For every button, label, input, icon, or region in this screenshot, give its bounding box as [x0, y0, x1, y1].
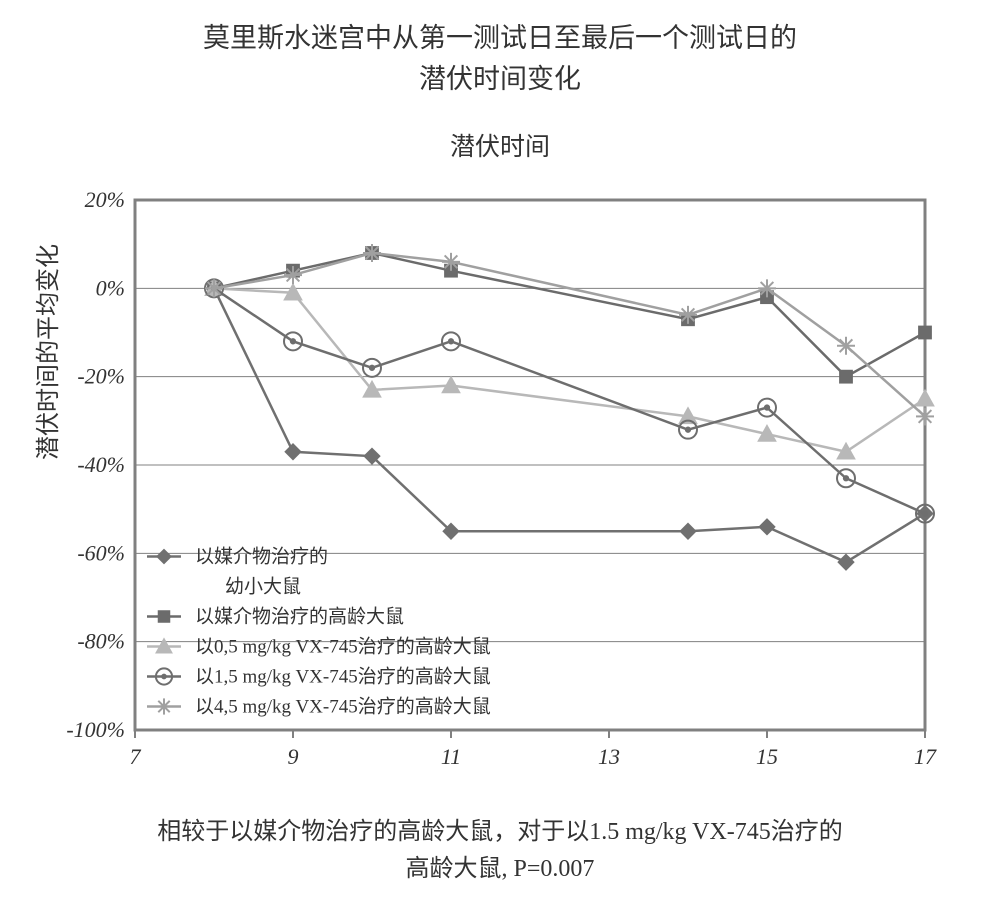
chart-area: -100% -80% -60% -40% -20% 0% 20% 7 9 11 13 15 17 以媒介物…: [60, 190, 940, 780]
svg-text:20%: 20%: [85, 190, 125, 212]
footer-line1: 相较于以媒介物治疗的高龄大鼠，对于以1.5 mg/kg VX-745治疗的: [157, 819, 843, 845]
svg-text:-100%: -100%: [66, 717, 125, 742]
svg-text:以0,5 mg/kg VX-745治疗的高龄大鼠: 以0,5 mg/kg VX-745治疗的高龄大鼠: [195, 636, 491, 658]
main-title-line2: 潜伏时间变化: [419, 64, 581, 94]
footer-line2: 高龄大鼠, P=0.007: [406, 856, 595, 882]
svg-text:11: 11: [441, 744, 461, 769]
svg-text:0%: 0%: [96, 275, 125, 300]
svg-text:以媒介物治疗的高龄大鼠: 以媒介物治疗的高龄大鼠: [195, 606, 404, 628]
figure-container: 莫里斯水迷宫中从第一测试日至最后一个测试日的 潜伏时间变化 潜伏时间 潜伏时间的…: [0, 0, 1000, 910]
svg-text:-60%: -60%: [77, 540, 125, 565]
svg-text:-20%: -20%: [77, 364, 125, 389]
chart-subtitle: 潜伏时间: [0, 127, 1000, 163]
svg-text:以1,5 mg/kg VX-745治疗的高龄大鼠: 以1,5 mg/kg VX-745治疗的高龄大鼠: [195, 666, 491, 688]
svg-text:以媒介物治疗的: 以媒介物治疗的: [195, 546, 328, 568]
svg-text:幼小大鼠: 幼小大鼠: [225, 576, 301, 598]
svg-text:-80%: -80%: [77, 629, 125, 654]
svg-text:以4,5 mg/kg VX-745治疗的高龄大鼠: 以4,5 mg/kg VX-745治疗的高龄大鼠: [195, 696, 491, 718]
svg-text:-40%: -40%: [77, 452, 125, 477]
main-title: 莫里斯水迷宫中从第一测试日至最后一个测试日的 潜伏时间变化: [0, 0, 1000, 99]
svg-text:17: 17: [914, 744, 937, 769]
main-title-line1: 莫里斯水迷宫中从第一测试日至最后一个测试日的: [203, 23, 797, 53]
svg-text:7: 7: [130, 744, 142, 769]
svg-text:13: 13: [598, 744, 620, 769]
svg-text:9: 9: [288, 744, 299, 769]
line-chart-svg: -100% -80% -60% -40% -20% 0% 20% 7 9 11 13 15 17 以媒介物…: [60, 190, 940, 780]
y-axis-label: 潜伏时间的平均变化: [28, 244, 63, 460]
footer-note: 相较于以媒介物治疗的高龄大鼠，对于以1.5 mg/kg VX-745治疗的 高龄…: [0, 814, 1000, 888]
svg-text:15: 15: [756, 744, 778, 769]
